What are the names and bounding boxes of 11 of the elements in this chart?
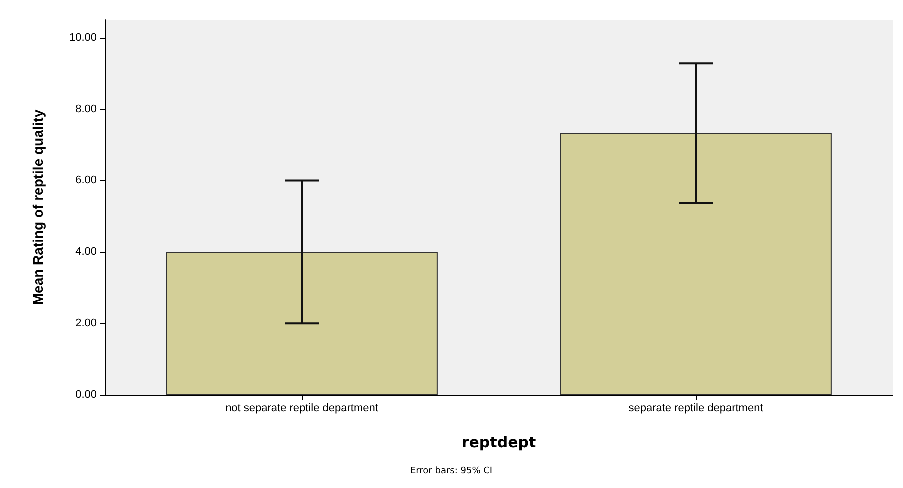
y-axis-title: Mean Rating of reptile quality (30, 110, 46, 306)
text: Error bars: 95% CI (410, 466, 493, 476)
y-tick-label: 10.00 (69, 32, 97, 44)
x-tick-label: not separate reptile department (226, 402, 378, 414)
y-tick-label: 0.00 (76, 389, 97, 401)
x-axis-title: reptdept (462, 434, 536, 452)
y-tick-label: 8.00 (76, 103, 97, 116)
y-tick-label: 2.00 (76, 318, 97, 330)
y-tick-label: 6.00 (76, 174, 97, 187)
x-tick-label: separate reptile department (628, 402, 764, 414)
y-tick-label: 4.00 (76, 246, 97, 258)
